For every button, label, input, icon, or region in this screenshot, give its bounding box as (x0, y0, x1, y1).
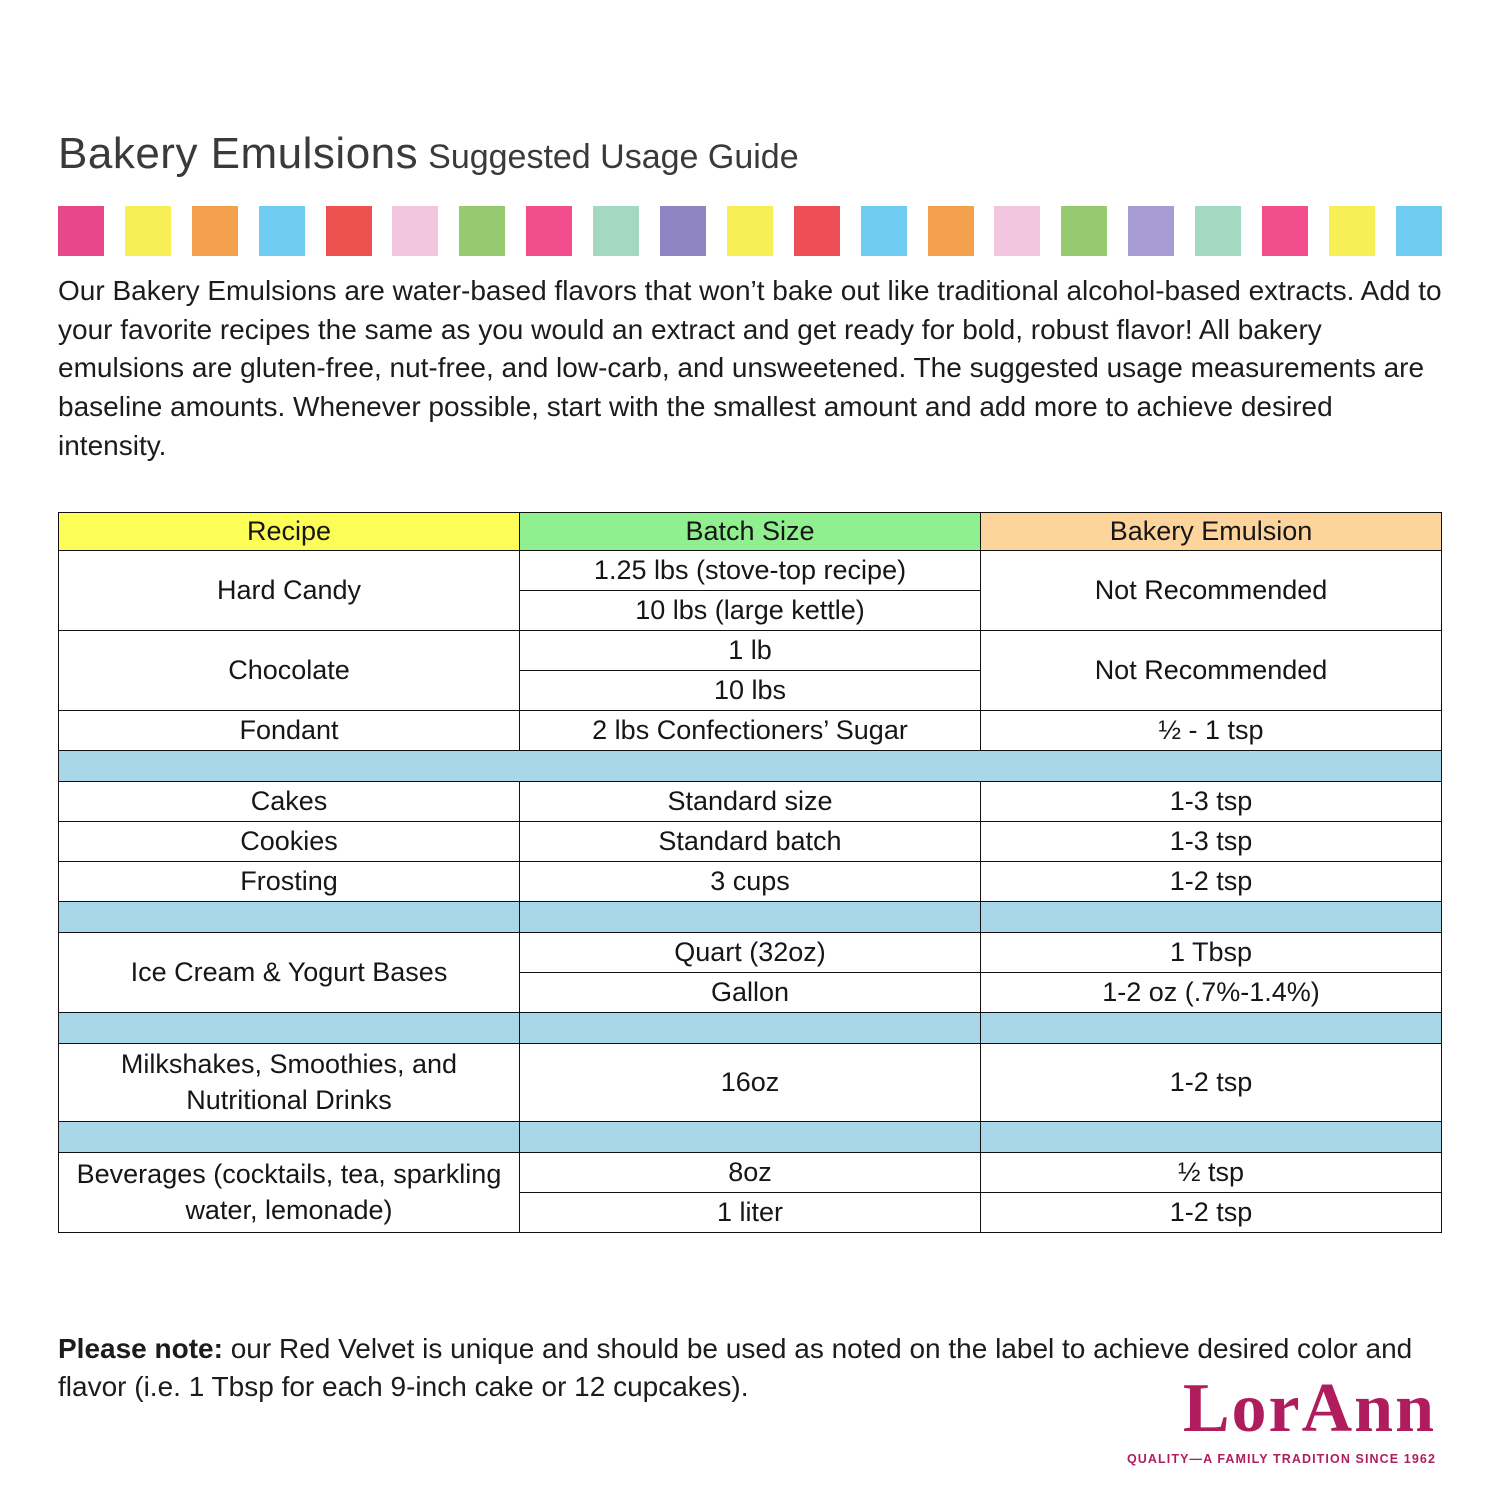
cell-recipe-ice-cream: Ice Cream & Yogurt Bases (58, 931, 520, 1013)
separator-cell (58, 749, 1442, 782)
cell-recipe-chocolate: Chocolate (58, 629, 520, 711)
cell-emulsion-ice-cream-2: 1-2 oz (.7%-1.4%) (980, 971, 1442, 1013)
separator-cell (58, 900, 520, 933)
separator-row-3 (58, 1011, 1442, 1044)
color-swatch (860, 206, 907, 256)
cell-emulsion-frosting: 1-2 tsp (980, 860, 1442, 902)
title-main: Bakery Emulsions (58, 129, 419, 178)
row-cookies: Cookies Standard batch 1-3 tsp (58, 820, 1442, 862)
separator-row-2 (58, 900, 1442, 933)
cell-batch-frosting: 3 cups (519, 860, 981, 902)
lorann-logo: LorAnn QUALITY—A FAMILY TRADITION SINCE … (1126, 1370, 1436, 1467)
row-hard-candy-2: 10 lbs (large kettle) (59, 589, 1442, 631)
color-strip (58, 206, 1442, 256)
separator-cell (58, 1011, 520, 1044)
color-swatch (459, 206, 506, 256)
color-swatch (1195, 206, 1242, 256)
cell-batch-hard-candy-2: 10 lbs (large kettle) (519, 589, 981, 631)
cell-batch-chocolate-2: 10 lbs (519, 669, 981, 711)
color-swatch (660, 206, 707, 256)
cell-recipe-fondant: Fondant (58, 709, 520, 751)
separator-cell (980, 900, 1442, 933)
cell-batch-chocolate-1: 1 lb (519, 629, 981, 671)
page-title: Bakery Emulsions Suggested Usage Guide (58, 0, 1442, 176)
row-hard-candy-1: Hard Candy 1.25 lbs (stove-top recipe) N… (58, 549, 1442, 631)
table-header-row: Recipe Batch Size Bakery Emulsion (58, 512, 1442, 551)
row-chocolate-1: Chocolate 1 lb Not Recommended (58, 629, 1442, 711)
note-label: Please note: (58, 1332, 223, 1364)
title-sub: Suggested Usage Guide (428, 138, 799, 176)
cell-emulsion-milkshakes: 1-2 tsp (980, 1042, 1442, 1122)
color-swatch (1395, 206, 1442, 256)
cell-emulsion-ice-cream-1: 1 Tbsp (980, 931, 1442, 973)
row-chocolate-2: 10 lbs (59, 669, 1442, 711)
cell-recipe-milkshakes: Milkshakes, Smoothies, and Nutritional D… (58, 1042, 520, 1122)
color-swatch (726, 206, 773, 256)
row-milkshakes: Milkshakes, Smoothies, and Nutritional D… (58, 1042, 1442, 1122)
row-cakes: Cakes Standard size 1-3 tsp (58, 780, 1442, 822)
cell-recipe-cakes: Cakes (58, 780, 520, 822)
cell-recipe-frosting: Frosting (58, 860, 520, 902)
color-swatch (994, 206, 1041, 256)
usage-table: Recipe Batch Size Bakery Emulsion Hard C… (58, 512, 1442, 1233)
color-swatch (1328, 206, 1375, 256)
color-swatch (1061, 206, 1108, 256)
intro-paragraph: Our Bakery Emulsions are water-based fla… (58, 275, 1442, 461)
cell-batch-hard-candy-1: 1.25 lbs (stove-top recipe) (519, 549, 981, 591)
lorann-wordmark: LorAnn (1182, 1370, 1436, 1447)
separator-cell (519, 1011, 981, 1044)
color-swatch (258, 206, 305, 256)
cell-emulsion-beverages-1: ½ tsp (980, 1151, 1442, 1193)
color-swatch (526, 206, 573, 256)
note-paragraph: Please note: our Red Velvet is unique an… (58, 1330, 1442, 1407)
header-bakery-emulsion: Bakery Emulsion (980, 512, 1442, 551)
cell-emulsion-beverages-2: 1-2 tsp (980, 1191, 1442, 1233)
color-swatch (124, 206, 171, 256)
color-swatch (58, 206, 104, 256)
color-swatch (1128, 206, 1175, 256)
separator-row-1 (58, 749, 1442, 782)
cell-emulsion-chocolate: Not Recommended (980, 629, 1442, 711)
header-batch-size: Batch Size (519, 512, 981, 551)
separator-cell (980, 1120, 1442, 1153)
color-swatch (927, 206, 974, 256)
color-swatch (392, 206, 439, 256)
row-frosting: Frosting 3 cups 1-2 tsp (58, 860, 1442, 902)
row-beverages-2: 1 liter 1-2 tsp (59, 1191, 1442, 1233)
separator-cell (58, 1120, 520, 1153)
lorann-tagline: QUALITY—A FAMILY TRADITION SINCE 1962 (1126, 1452, 1436, 1466)
cell-emulsion-hard-candy: Not Recommended (980, 549, 1442, 631)
color-swatch (1262, 206, 1309, 256)
cell-recipe-beverages: Beverages (cocktails, tea, sparkling wat… (58, 1151, 520, 1233)
row-beverages-1: Beverages (cocktails, tea, sparkling wat… (58, 1151, 1442, 1233)
color-swatch (593, 206, 640, 256)
cell-emulsion-cakes: 1-3 tsp (980, 780, 1442, 822)
color-swatch (191, 206, 238, 256)
cell-batch-cakes: Standard size (519, 780, 981, 822)
cell-recipe-cookies: Cookies (58, 820, 520, 862)
separator-row-4 (58, 1120, 1442, 1153)
header-recipe: Recipe (58, 512, 520, 551)
separator-cell (980, 1011, 1442, 1044)
row-fondant: Fondant 2 lbs Confectioners’ Sugar ½ - 1… (58, 709, 1442, 751)
cell-batch-cookies: Standard batch (519, 820, 981, 862)
cell-recipe-hard-candy: Hard Candy (58, 549, 520, 631)
color-swatch (325, 206, 372, 256)
note-text: our Red Velvet is unique and should be u… (58, 1332, 1413, 1403)
cell-batch-ice-cream-2: Gallon (519, 971, 981, 1013)
cell-batch-ice-cream-1: Quart (32oz) (519, 931, 981, 973)
row-ice-cream-1: Ice Cream & Yogurt Bases Quart (32oz) 1 … (58, 931, 1442, 1013)
separator-cell (519, 900, 981, 933)
cell-emulsion-fondant: ½ - 1 tsp (980, 709, 1442, 751)
cell-batch-beverages-2: 1 liter (519, 1191, 981, 1233)
color-swatch (793, 206, 840, 256)
separator-cell (519, 1120, 981, 1153)
cell-batch-milkshakes: 16oz (519, 1042, 981, 1122)
cell-emulsion-cookies: 1-3 tsp (980, 820, 1442, 862)
cell-batch-fondant: 2 lbs Confectioners’ Sugar (519, 709, 981, 751)
cell-batch-beverages-1: 8oz (519, 1151, 981, 1193)
